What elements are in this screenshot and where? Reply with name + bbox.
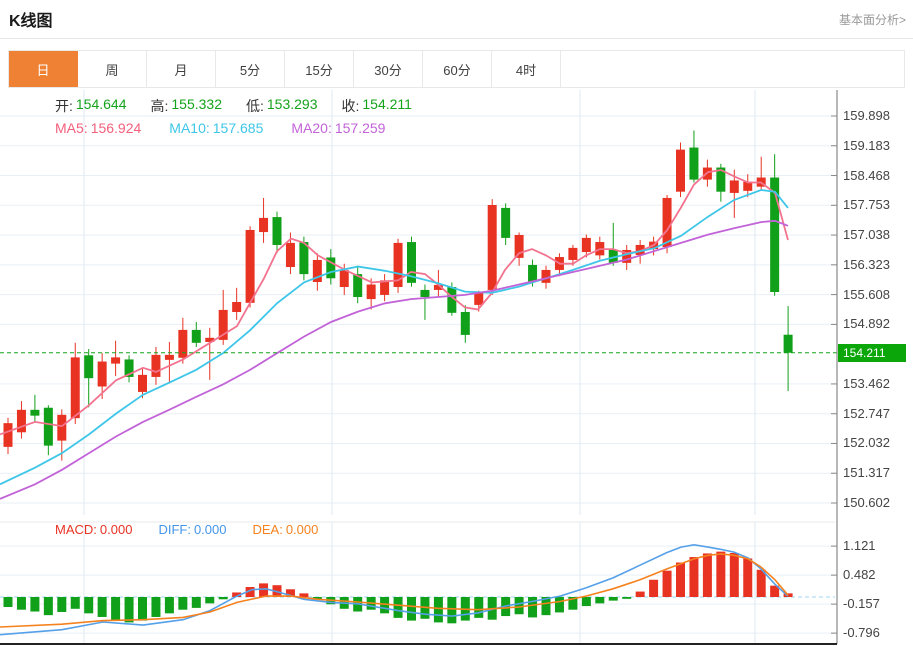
y-axis-label: 1.121 <box>843 538 876 554</box>
legend-item: 高: 155.332 <box>150 96 223 114</box>
y-axis-label: 158.468 <box>843 167 890 183</box>
legend-item: MA10: 157.685 <box>169 120 264 136</box>
ma20-line <box>0 219 789 500</box>
y-axis-label: -0.157 <box>843 596 880 612</box>
tab-月[interactable]: 月 <box>147 51 216 87</box>
dea-line <box>0 553 789 628</box>
y-axis-label: 157.038 <box>843 227 890 243</box>
y-axis-label: 152.032 <box>843 435 890 451</box>
tab-4时[interactable]: 4时 <box>492 51 561 87</box>
macd-histogram <box>3 551 793 624</box>
candles <box>3 130 793 461</box>
legend-item: 低: 153.293 <box>246 96 318 114</box>
y-axis-label: 0.482 <box>843 567 876 583</box>
y-axis-label: 156.323 <box>843 256 890 272</box>
ma5-line <box>0 169 789 436</box>
fundamental-analysis-link[interactable]: 基本面分析> <box>838 13 906 27</box>
y-axis-label: 155.608 <box>843 286 890 302</box>
ma10-line <box>0 189 789 486</box>
y-axis-label: 151.317 <box>843 465 890 481</box>
legend-item: MACD: 0.000 <box>55 522 133 537</box>
y-axis-label: 152.747 <box>843 405 890 421</box>
y-axis-label: 154.892 <box>843 316 890 332</box>
y-axis-label: 153.462 <box>843 375 890 391</box>
y-axis-label: 159.898 <box>843 108 890 123</box>
legend-item: DIFF: 0.000 <box>158 522 227 537</box>
axis <box>0 90 838 645</box>
ma-legend: MA5: 156.924 MA10: 157.685 MA20: 157.259 <box>55 120 385 136</box>
macd-legend: MACD: 0.000 DIFF: 0.000 DEA: 0.000 <box>55 522 318 537</box>
y-axis-label: 159.183 <box>843 137 890 153</box>
grid <box>0 90 835 644</box>
tab-5分[interactable]: 5分 <box>216 51 285 87</box>
current-price-badge: 154.211 <box>838 343 906 362</box>
period-tab-bar: 日周月 5分 15分 30分 60分 4时 <box>8 50 905 88</box>
legend-item: MA5: 156.924 <box>55 120 142 136</box>
tab-周[interactable]: 周 <box>78 51 147 87</box>
diff-line <box>0 543 789 636</box>
tab-30分[interactable]: 30分 <box>354 51 423 87</box>
tab-日[interactable]: 日 <box>9 51 78 87</box>
y-axis-label: 150.602 <box>843 494 890 510</box>
legend-item: 开: 154.644 <box>55 96 127 114</box>
tab-15分[interactable]: 15分 <box>285 51 354 87</box>
legend-item: MA20: 157.259 <box>291 120 386 136</box>
ohlc-legend: 开: 154.644 高: 155.332 低: 153.293 收: 154.211 <box>55 96 412 116</box>
legend-item: DEA: 0.000 <box>252 522 319 537</box>
page-title: K线图 <box>9 13 53 30</box>
tab-60分[interactable]: 60分 <box>423 51 492 87</box>
header-divider <box>0 38 913 39</box>
y-axis-label: -0.796 <box>843 625 880 641</box>
legend-item: 收: 154.211 <box>341 96 412 114</box>
y-axis-label: 157.753 <box>843 197 890 213</box>
